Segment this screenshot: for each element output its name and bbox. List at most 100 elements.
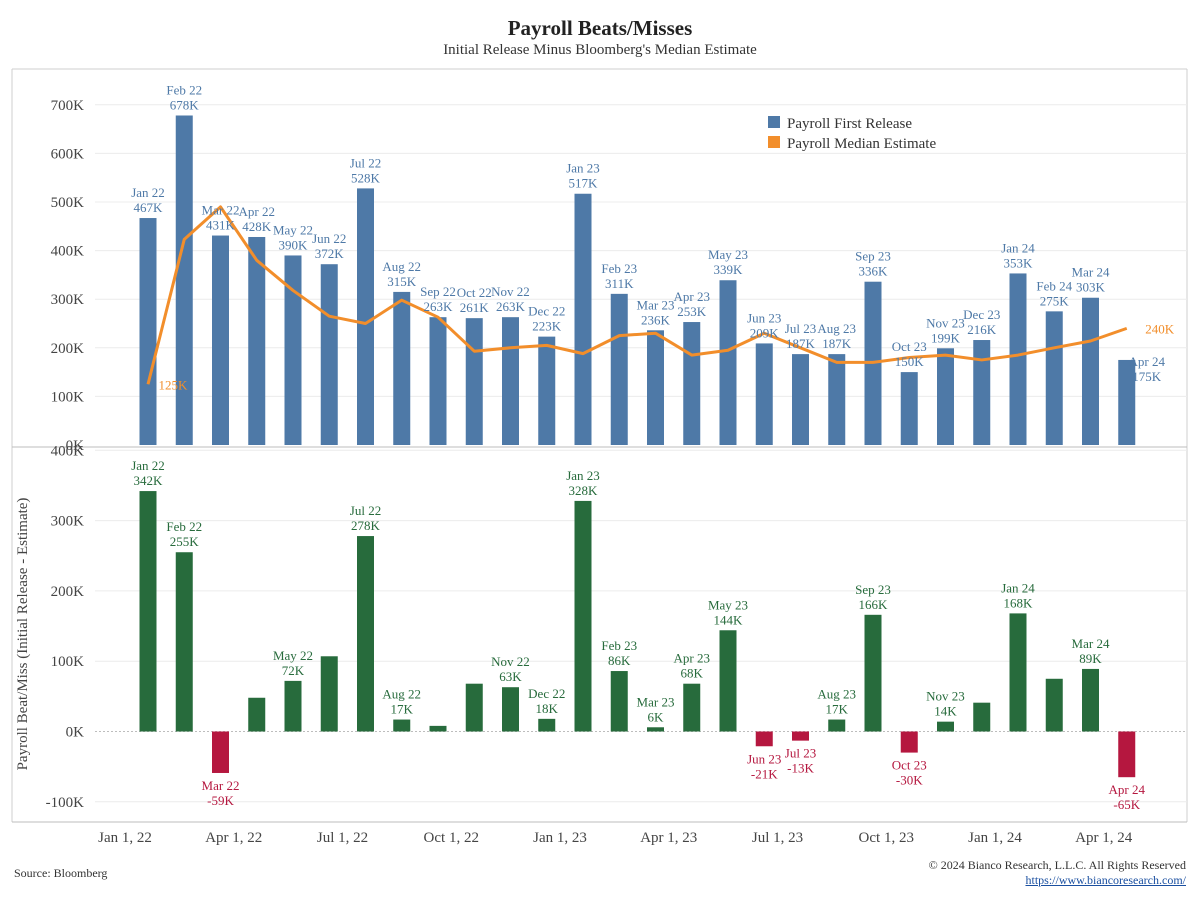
release-bar-label-month: Sep 23 — [855, 249, 891, 264]
beat-bar-label-value: 168K — [1004, 595, 1034, 610]
beat-bar — [864, 614, 882, 732]
release-bar-label-month: Jul 23 — [785, 321, 816, 336]
beat-bar-label-month: Dec 22 — [528, 686, 565, 701]
release-bar-label-month: Dec 22 — [528, 304, 565, 319]
bottom-y-tick-label: 0K — [66, 725, 85, 741]
release-bar — [574, 193, 592, 445]
beat-bar-label-month: Aug 23 — [817, 687, 856, 702]
release-bar-label-value: 339K — [714, 262, 744, 277]
beat-bar — [502, 687, 519, 732]
beat-bar — [465, 683, 483, 732]
release-bar-label-value: 209K — [750, 325, 780, 340]
x-tick-label: Apr 1, 23 — [640, 830, 697, 846]
bottom-y-tick-label: -100K — [46, 795, 84, 811]
release-bar — [1082, 297, 1099, 445]
miss-bar — [212, 731, 229, 773]
x-tick-label: Oct 1, 22 — [424, 830, 479, 846]
release-bar-label-value: 263K — [496, 299, 526, 314]
release-bar — [502, 317, 519, 445]
miss-bar-label-value: -21K — [751, 766, 778, 781]
beat-bar-label-month: May 22 — [273, 648, 313, 663]
beat-bar-label-month: Mar 24 — [1072, 636, 1110, 651]
beat-bar-label-month: May 23 — [708, 597, 748, 612]
source-note: Source: Bloomberg — [14, 866, 108, 880]
beat-bar-label-month: Apr 23 — [674, 651, 710, 666]
release-bar — [429, 317, 447, 445]
x-tick-label: Jan 1, 24 — [968, 830, 1022, 846]
release-bar-label-month: Oct 22 — [457, 285, 492, 300]
release-bar-label-month: Apr 22 — [239, 204, 275, 219]
beat-bar — [139, 491, 157, 732]
release-bar-label-month: Mar 23 — [637, 297, 675, 312]
beat-bar-label-month: Feb 22 — [166, 519, 202, 534]
release-bar-label-value: 216K — [967, 322, 997, 337]
beat-bar-label-value: 17K — [826, 702, 849, 717]
release-bar-label-month: Feb 23 — [601, 261, 637, 276]
legend-swatch — [768, 136, 780, 148]
release-bar-label-value: 199K — [931, 330, 961, 345]
x-tick-label: Jan 1, 22 — [98, 830, 152, 846]
bottom-y-tick-label: 400K — [51, 443, 85, 459]
release-bar-label-value: 187K — [786, 336, 816, 351]
chart-subtitle: Initial Release Minus Bloomberg's Median… — [443, 42, 757, 58]
release-bar-label-value: 303K — [1076, 280, 1106, 295]
release-bar-label-month: Dec 23 — [963, 307, 1000, 322]
release-bar-label-month: Sep 22 — [420, 284, 456, 299]
release-bar-label-month: Mar 24 — [1072, 265, 1110, 280]
beat-bar-label-month: Nov 22 — [491, 654, 530, 669]
miss-bar-label-value: -65K — [1113, 797, 1140, 812]
miss-bar-label-month: Apr 24 — [1109, 782, 1146, 797]
beat-bar-label-month: Feb 23 — [601, 638, 637, 653]
estimate-line-label: 125K — [159, 377, 189, 392]
release-bar — [828, 354, 846, 445]
release-bar-label-month: Mar 22 — [202, 203, 240, 218]
release-bar — [139, 218, 157, 445]
beat-bar — [1045, 678, 1063, 732]
top-y-tick-label: 700K — [51, 98, 85, 114]
miss-bar — [755, 731, 773, 747]
release-bar-label-value: 428K — [242, 219, 272, 234]
miss-bar-label-value: -30K — [896, 773, 923, 788]
release-bar-label-value: 517K — [569, 176, 599, 191]
beat-bar-label-value: 328K — [569, 483, 599, 498]
release-bar-label-month: Jan 23 — [566, 161, 600, 176]
release-bar — [320, 264, 338, 445]
release-bar — [248, 236, 266, 445]
bottom-panel: -100K 0K 100K 200K 300K 400K Payroll Beat/Miss… — [15, 443, 1187, 812]
beat-bar — [284, 680, 302, 732]
release-bar-label-month: Aug 23 — [817, 321, 856, 336]
release-bar-label-value: 372K — [315, 246, 345, 261]
beat-bar — [320, 656, 338, 732]
top-y-tick-label: 200K — [51, 341, 85, 357]
beat-bar-label-month: Nov 23 — [926, 689, 965, 704]
beat-bar — [357, 536, 374, 732]
beat-bar-label-value: 342K — [134, 473, 164, 488]
beat-bar — [248, 697, 266, 732]
beat-bar — [610, 671, 628, 732]
top-y-tick-label: 600K — [51, 146, 85, 162]
release-bar — [538, 336, 556, 445]
beat-bar-label-value: 144K — [714, 612, 744, 627]
estimate-line-label: 240K — [1145, 321, 1175, 336]
release-bar-label-month: Nov 22 — [491, 284, 530, 299]
beat-bar-label-value: 6K — [648, 709, 665, 724]
beat-bar-label-month: Jan 24 — [1001, 580, 1035, 595]
miss-bar — [900, 731, 918, 753]
beat-bar — [175, 552, 193, 732]
x-tick-label: Oct 1, 23 — [859, 830, 914, 846]
beat-bar-label-value: 63K — [499, 669, 522, 684]
x-tick-label: Apr 1, 24 — [1075, 830, 1133, 846]
beat-bar-label-value: 14K — [934, 704, 957, 719]
beat-bar-label-month: Jan 22 — [131, 458, 165, 473]
website-link[interactable]: https://www.biancoresearch.com/ — [1025, 873, 1186, 887]
beat-bar — [828, 719, 846, 732]
release-bar-label-value: 261K — [460, 300, 490, 315]
release-bar-label-month: Jun 23 — [747, 310, 781, 325]
top-y-tick-label: 300K — [51, 292, 85, 308]
legend-label: Payroll Median Estimate — [787, 136, 936, 152]
beat-bar-label-month: Sep 23 — [855, 582, 891, 597]
beat-bar-label-value: 86K — [608, 653, 631, 668]
beat-bar — [429, 725, 447, 732]
